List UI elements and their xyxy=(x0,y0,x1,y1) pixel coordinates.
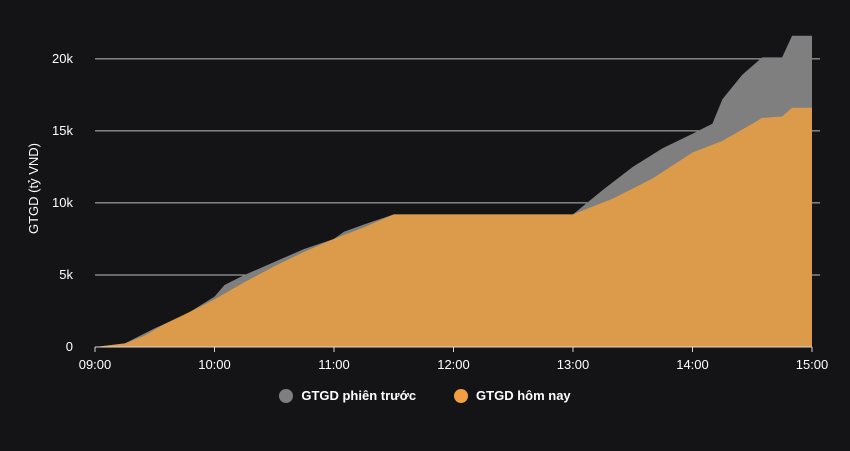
legend-item-previous[interactable]: GTGD phiên trước xyxy=(279,388,416,403)
y-tick-label: 10k xyxy=(52,195,73,210)
x-tick-label: 13:00 xyxy=(557,357,590,372)
x-tick-label: 11:00 xyxy=(318,357,350,372)
legend-label-previous: GTGD phiên trước xyxy=(301,388,417,403)
legend: GTGD phiên trước GTGD hôm nay xyxy=(0,388,850,403)
x-tick-label: 10:00 xyxy=(198,357,231,372)
series-areas xyxy=(95,35,812,348)
y-tick-label: 15k xyxy=(52,123,73,138)
y-tick-label: 0 xyxy=(66,339,73,354)
x-tick-label: 15:00 xyxy=(796,357,829,372)
y-tick-label: 5k xyxy=(59,267,73,282)
y-axis-ticks: 0 5k 10k 15k 20k xyxy=(52,51,73,354)
legend-item-today[interactable]: GTGD hôm nay xyxy=(454,388,571,403)
y-tick-label: 20k xyxy=(52,51,73,66)
legend-label-today: GTGD hôm nay xyxy=(476,388,571,403)
x-axis-ticks: 09:00 10:00 11:00 12:00 13:00 14:00 15:00 xyxy=(79,347,829,372)
series-area-1 xyxy=(95,107,812,347)
x-tick-label: 14:00 xyxy=(676,357,709,372)
x-tick-label: 09:00 xyxy=(79,357,112,372)
y-axis-title: GTGD (tỷ VND) xyxy=(26,143,41,234)
legend-dot-previous xyxy=(279,388,294,403)
legend-dot-today xyxy=(454,388,469,403)
x-tick-label: 12:00 xyxy=(437,357,470,372)
